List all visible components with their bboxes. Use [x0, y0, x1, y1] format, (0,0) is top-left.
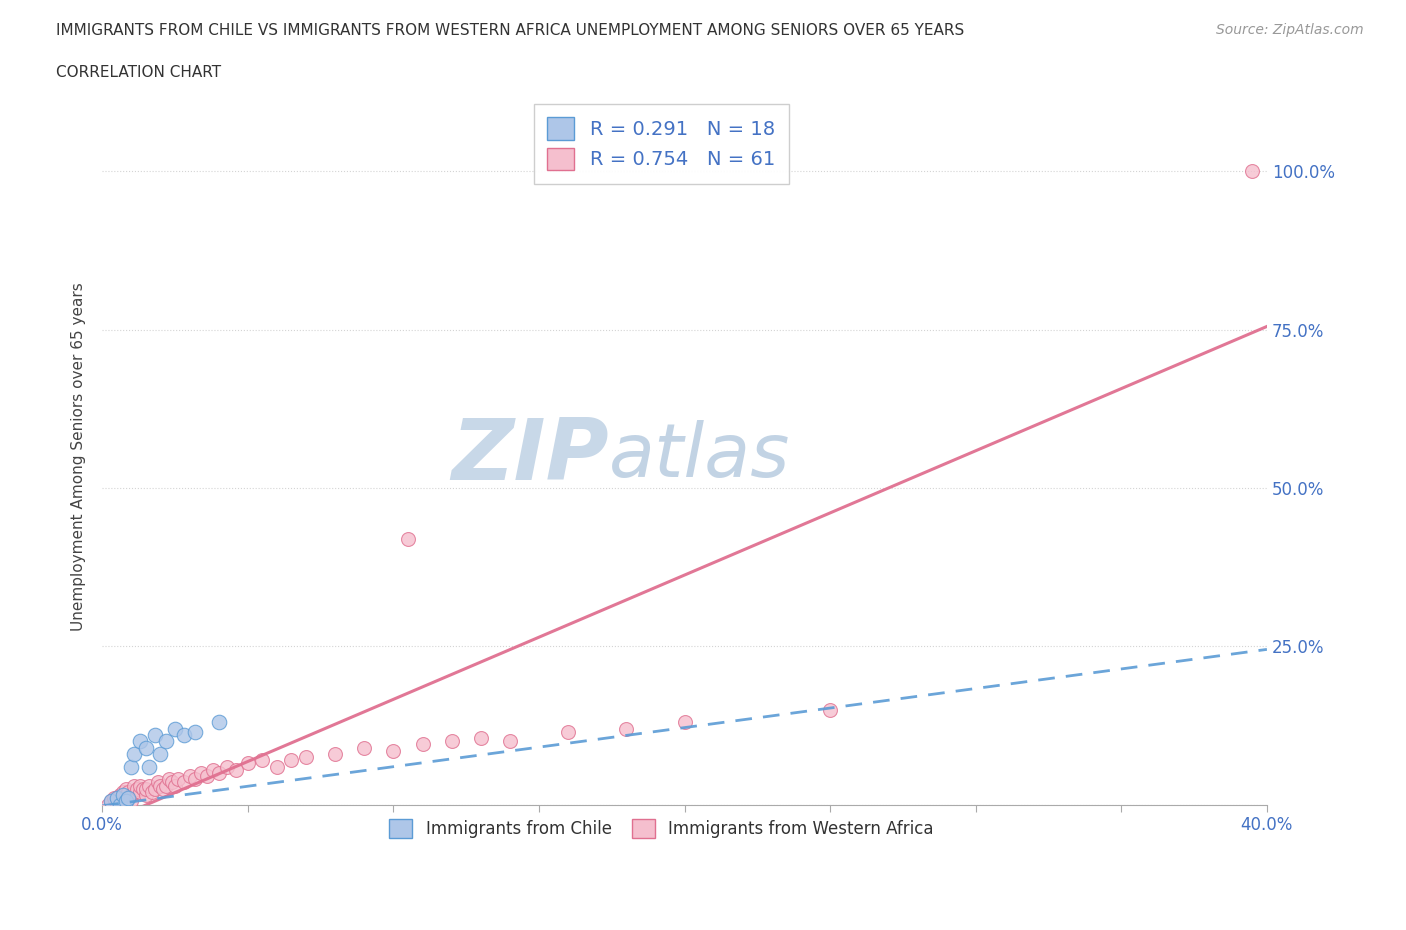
Point — [117, 790, 139, 805]
Point — [190, 765, 212, 780]
Point — [470, 731, 492, 746]
Point — [114, 788, 136, 803]
Point — [152, 781, 174, 796]
Point — [353, 740, 375, 755]
Point — [100, 794, 122, 809]
Point — [135, 781, 157, 796]
Point — [266, 759, 288, 774]
Point — [117, 790, 139, 805]
Point — [252, 752, 274, 767]
Point — [114, 794, 136, 809]
Point — [129, 778, 152, 793]
Point — [179, 768, 201, 783]
Point — [120, 759, 142, 774]
Point — [143, 727, 166, 742]
Point — [673, 715, 696, 730]
Point — [208, 765, 231, 780]
Point — [103, 790, 125, 805]
Point — [167, 772, 190, 787]
Point — [382, 743, 405, 758]
Point — [155, 778, 177, 793]
Point — [129, 784, 152, 799]
Point — [122, 784, 145, 799]
Point — [138, 759, 160, 774]
Point — [120, 794, 142, 809]
Point — [132, 781, 155, 796]
Point — [114, 781, 136, 796]
Y-axis label: Unemployment Among Seniors over 65 years: Unemployment Among Seniors over 65 years — [72, 282, 86, 631]
Point — [184, 724, 207, 739]
Point — [173, 775, 195, 790]
Point — [105, 797, 128, 812]
Point — [97, 797, 120, 812]
Point — [280, 752, 302, 767]
Point — [195, 768, 218, 783]
Point — [146, 775, 169, 790]
Point — [184, 772, 207, 787]
Point — [135, 740, 157, 755]
Point — [135, 788, 157, 803]
Point — [155, 734, 177, 749]
Text: atlas: atlas — [609, 420, 790, 492]
Point — [122, 778, 145, 793]
Point — [201, 763, 224, 777]
Point — [323, 747, 346, 762]
Point — [440, 734, 463, 749]
Point — [1241, 164, 1264, 179]
Point — [120, 788, 142, 803]
Text: Source: ZipAtlas.com: Source: ZipAtlas.com — [1216, 23, 1364, 37]
Point — [295, 750, 318, 764]
Point — [111, 790, 134, 805]
Point — [149, 778, 172, 793]
Point — [557, 724, 579, 739]
Point — [236, 756, 259, 771]
Point — [157, 772, 180, 787]
Legend: Immigrants from Chile, Immigrants from Western Africa: Immigrants from Chile, Immigrants from W… — [378, 809, 943, 848]
Point — [396, 531, 419, 546]
Point — [111, 784, 134, 799]
Point — [173, 727, 195, 742]
Point — [614, 721, 637, 736]
Point — [818, 702, 841, 717]
Point — [122, 747, 145, 762]
Point — [208, 715, 231, 730]
Point — [108, 788, 131, 803]
Point — [225, 763, 247, 777]
Point — [108, 797, 131, 812]
Point — [163, 721, 186, 736]
Point — [108, 794, 131, 809]
Point — [117, 784, 139, 799]
Point — [163, 778, 186, 793]
Point — [138, 778, 160, 793]
Point — [100, 794, 122, 809]
Point — [411, 737, 433, 751]
Point — [149, 747, 172, 762]
Point — [499, 734, 522, 749]
Point — [160, 775, 183, 790]
Text: IMMIGRANTS FROM CHILE VS IMMIGRANTS FROM WESTERN AFRICA UNEMPLOYMENT AMONG SENIO: IMMIGRANTS FROM CHILE VS IMMIGRANTS FROM… — [56, 23, 965, 38]
Text: CORRELATION CHART: CORRELATION CHART — [56, 65, 221, 80]
Point — [141, 784, 163, 799]
Point — [111, 788, 134, 803]
Point — [129, 734, 152, 749]
Point — [127, 781, 149, 796]
Point — [217, 759, 239, 774]
Point — [105, 790, 128, 805]
Point — [143, 781, 166, 796]
Text: ZIP: ZIP — [451, 415, 609, 498]
Point — [105, 790, 128, 805]
